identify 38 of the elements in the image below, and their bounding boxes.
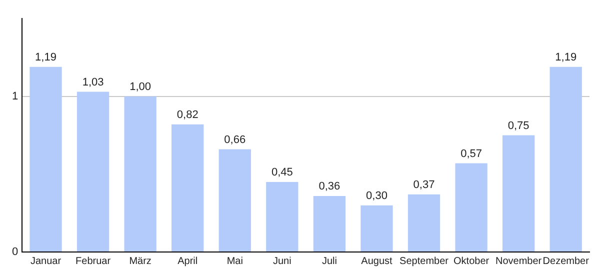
- x-tick-label: März: [129, 256, 152, 267]
- data-label: 0,36: [318, 180, 340, 193]
- bar: [124, 96, 156, 252]
- x-tick-label: August: [361, 256, 393, 267]
- bar: [76, 92, 110, 252]
- x-tick-label: November: [496, 256, 542, 267]
- bar: [30, 66, 62, 252]
- data-label: 1,19: [35, 51, 56, 64]
- data-label: 0,57: [460, 148, 482, 160]
- x-tick-label: Mai: [226, 256, 243, 267]
- bar: [218, 149, 251, 252]
- data-label: 1,19: [555, 51, 577, 64]
- data-label: 0,75: [508, 120, 530, 132]
- x-tick-label: September: [400, 256, 450, 267]
- bar: [550, 66, 582, 252]
- bar: [455, 163, 488, 252]
- x-tick-label: Dezember: [542, 256, 590, 267]
- x-tick-label: Februar: [76, 256, 112, 267]
- data-label: 0,30: [366, 190, 388, 202]
- x-tick-label: Januar: [30, 256, 62, 267]
- bar: [360, 205, 393, 252]
- bar: [172, 124, 204, 252]
- y-tick-label: 0: [12, 246, 18, 258]
- x-tick-label: Juli: [322, 256, 337, 267]
- bar: [408, 194, 440, 252]
- y-tick-label: 1: [12, 90, 18, 102]
- data-label: 0,45: [271, 166, 293, 179]
- data-label: 1,00: [130, 80, 152, 93]
- data-label: 1,03: [82, 76, 104, 88]
- data-label: 0,66: [224, 134, 246, 146]
- x-tick-label: April: [178, 256, 198, 267]
- bar: [266, 182, 298, 252]
- x-tick-label: Oktober: [454, 256, 490, 267]
- x-tick-label: Juni: [272, 256, 292, 267]
- bar: [502, 135, 535, 252]
- bar: [313, 196, 346, 252]
- data-label: 0,37: [413, 178, 435, 191]
- data-label: 0,82: [176, 108, 198, 121]
